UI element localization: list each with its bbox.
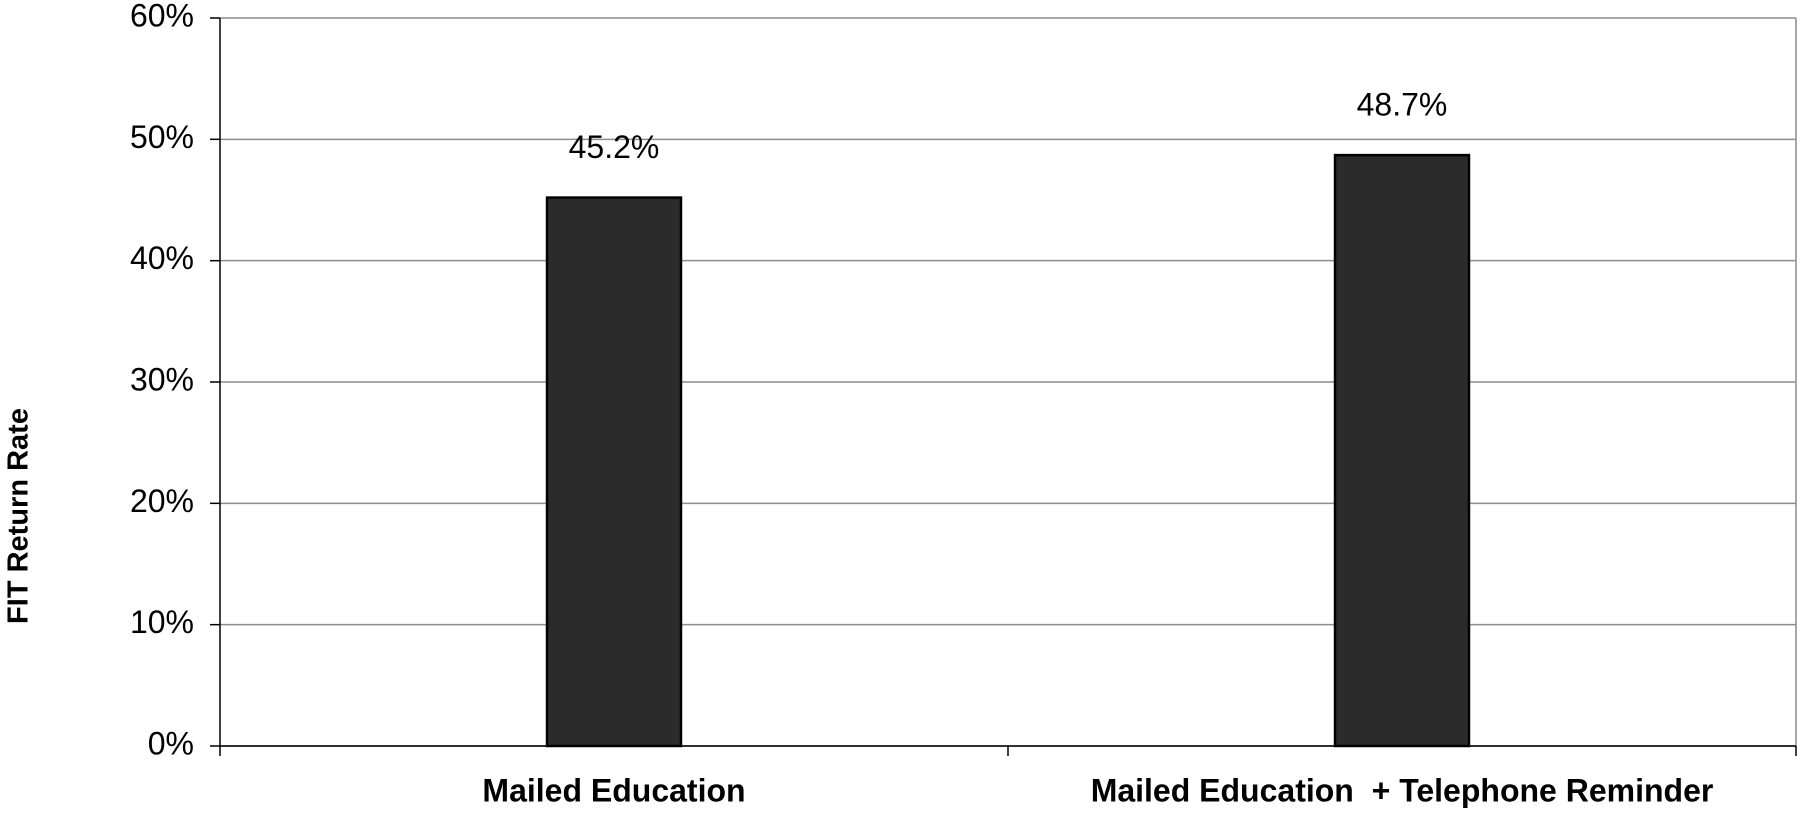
y-tick-label: 50% [130, 119, 194, 155]
x-tick-label: Mailed Education [482, 772, 745, 808]
bar [1333, 153, 1471, 748]
y-tick-label: 0% [148, 725, 194, 761]
value-label: 45.2% [569, 129, 660, 165]
y-tick-label: 10% [130, 604, 194, 640]
y-tick-label: 30% [130, 361, 194, 397]
bar [545, 196, 683, 748]
y-tick-label: 20% [130, 483, 194, 519]
y-tick-label: 60% [130, 0, 194, 33]
y-tick-label: 40% [130, 240, 194, 276]
y-axis-title: FIT Return Rate [3, 408, 35, 624]
x-tick-label: Mailed Education + Telephone Reminder [1091, 772, 1714, 808]
value-label: 48.7% [1357, 87, 1448, 123]
